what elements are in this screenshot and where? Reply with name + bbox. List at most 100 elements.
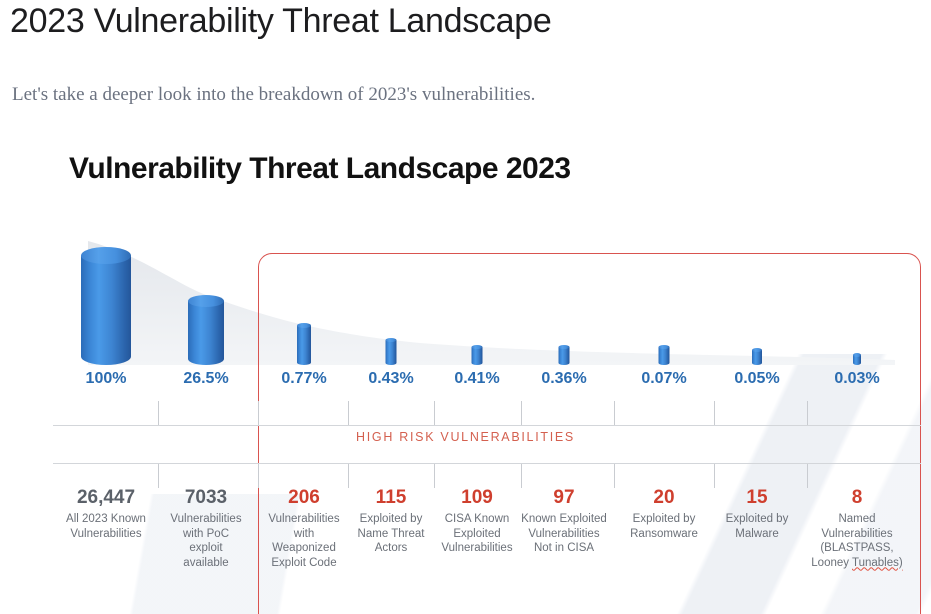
- axis-tick-upper: [348, 401, 349, 425]
- stat-value: 109: [461, 487, 493, 508]
- axis-tick-upper: [521, 401, 522, 425]
- bar-cylinder-body: [81, 255, 131, 365]
- stat-column: 109 CISA Known Exploited Vulnerabilities: [427, 487, 527, 556]
- chart-title: Vulnerability Threat Landscape 2023: [69, 152, 571, 185]
- bar-cylinder-top: [853, 353, 861, 357]
- axis-tick-lower: [434, 464, 435, 488]
- stat-label-line: Exploited by: [725, 513, 789, 525]
- stat-label-line: Malware: [735, 527, 779, 540]
- stat-label: All 2023 Known Vulnerabilities: [46, 512, 166, 541]
- percent-label-row: 100% 26.5% 0.77% 0.43% 0.41% 0.36% 0.07% 0.05% 0…: [0, 370, 931, 396]
- percent-label: 100%: [85, 370, 127, 387]
- bar-cylinder-body: [853, 355, 861, 365]
- axis-tick-upper: [434, 401, 435, 425]
- axis-tick-upper: [158, 401, 159, 425]
- bar-cylinder-body: [658, 347, 670, 365]
- axis-tick-upper: [807, 401, 808, 425]
- stat-column: 97 Known Exploited Vulnerabilities Not in C…: [504, 487, 624, 556]
- axis-tick-lower: [714, 464, 715, 488]
- axis-tick-lower: [614, 464, 615, 488]
- stat-label-line: Vulnerabilities: [528, 527, 600, 540]
- axis-tick-upper: [258, 401, 259, 425]
- stat-label: Vulnerabilities with Weaponized Exploit Cod…: [254, 512, 354, 570]
- bar-cylinder: [81, 247, 131, 365]
- stat-label-line: Exploit Code: [271, 556, 337, 569]
- axis-tick-upper: [614, 401, 615, 425]
- stat-column: 15 Exploited by Malware: [707, 487, 807, 541]
- stat-label-line: Ransomware: [630, 527, 698, 540]
- stat-label-line: CISA Known: [444, 513, 510, 525]
- percent-label: 0.43%: [368, 370, 414, 387]
- bar-cylinder-top: [297, 323, 311, 328]
- stat-label-line: Name Threat: [357, 527, 425, 540]
- stat-label: Known Exploited Vulnerabilities Not in CIS…: [504, 512, 624, 556]
- stat-label-line: Looney Tunables): [811, 556, 903, 569]
- stat-label-line: Vulnerabilities: [70, 527, 142, 540]
- bar-group: [0, 215, 931, 365]
- chart-area: 100% 26.5% 0.77% 0.43% 0.41% 0.36% 0.07% 0.05% 0…: [0, 215, 931, 614]
- bar-cylinder-top: [752, 348, 762, 352]
- bar-cylinder: [297, 323, 311, 365]
- stat-label-line: Vulnerabilities: [821, 527, 893, 540]
- stat-column-group: 26,447 All 2023 Known Vulnerabilities 7033 V…: [0, 487, 931, 607]
- bar-cylinder-body: [752, 350, 762, 365]
- bar-cylinder: [385, 338, 397, 365]
- bar-cylinder: [558, 345, 570, 365]
- axis-tick-lower: [521, 464, 522, 488]
- stat-column: 7033 Vulnerabilities with PoC exploit availa…: [156, 487, 256, 570]
- bar-cylinder-body: [558, 347, 570, 365]
- bar-cylinder-top: [81, 247, 131, 264]
- stat-label: Named Vulnerabilities (BLASTPASS, Looney Tu…: [797, 512, 917, 570]
- stat-label-line: Vulnerabilities: [268, 513, 340, 525]
- bar-cylinder: [752, 348, 762, 365]
- stat-label: Exploited by Ransomware: [614, 512, 714, 541]
- stat-label: Exploited by Name Threat Actors: [341, 512, 441, 556]
- stat-label-line: Exploited by: [632, 513, 696, 525]
- stat-label: Vulnerabilities with PoC exploit available: [156, 512, 256, 570]
- percent-label: 0.36%: [541, 370, 587, 387]
- stat-label-line: Exploited: [453, 527, 501, 540]
- stat-value: 26,447: [76, 487, 136, 508]
- stat-label-line: Named: [838, 513, 876, 525]
- percent-label: 0.07%: [641, 370, 687, 387]
- stat-value: 15: [746, 487, 768, 508]
- stat-value: 7033: [184, 487, 228, 508]
- stat-label-line: Weaponized: [272, 542, 336, 554]
- stat-label-line: Vulnerabilities: [170, 513, 242, 525]
- page-subtitle: Let's take a deeper look into the breakd…: [12, 84, 536, 105]
- bar-cylinder: [658, 345, 670, 365]
- axis-tick-lower: [258, 464, 259, 488]
- stat-label-line: Known Exploited: [521, 513, 607, 525]
- stat-value: 115: [375, 487, 407, 508]
- axis-tick-lower: [807, 464, 808, 488]
- percent-label: 0.03%: [834, 370, 880, 387]
- bar-cylinder-top: [658, 345, 670, 349]
- stat-column: 20 Exploited by Ransomware: [614, 487, 714, 541]
- divider-line-top: [53, 425, 921, 426]
- stat-label-line: exploit: [189, 542, 223, 554]
- percent-label: 0.41%: [454, 370, 500, 387]
- stat-label-line: available: [183, 556, 229, 569]
- stat-label-line: Exploited by: [359, 513, 423, 525]
- stat-label-line: with: [293, 527, 315, 540]
- stat-label-line: Vulnerabilities: [441, 542, 513, 554]
- bar-cylinder-top: [188, 295, 224, 307]
- bar-cylinder-body: [188, 301, 224, 365]
- decay-area-curve: [88, 241, 895, 365]
- axis-tick-lower: [158, 464, 159, 488]
- bar-cylinder: [471, 345, 483, 365]
- stat-label: CISA Known Exploited Vulnerabilities: [427, 512, 527, 556]
- bar-cylinder-top: [471, 345, 483, 349]
- stat-value: 206: [288, 487, 320, 508]
- high-risk-caption: HIGH RISK VULNERABILITIES: [356, 430, 575, 444]
- bar-cylinder-top: [385, 338, 397, 342]
- axis-tick-lower: [348, 464, 349, 488]
- stat-label-line: (BLASTPASS,: [820, 542, 894, 554]
- stat-value: 20: [653, 487, 675, 508]
- stat-value: 8: [851, 487, 863, 508]
- stat-label: Exploited by Malware: [707, 512, 807, 541]
- axis-tick-upper: [714, 401, 715, 425]
- stat-column: 115 Exploited by Name Threat Actors: [341, 487, 441, 556]
- stat-column: 26,447 All 2023 Known Vulnerabilities: [46, 487, 166, 541]
